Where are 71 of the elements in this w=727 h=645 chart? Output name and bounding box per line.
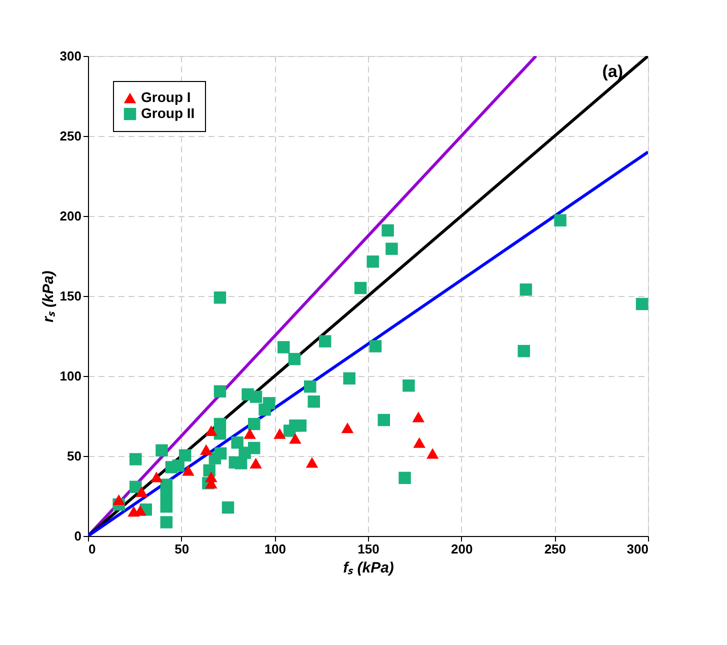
point	[636, 298, 648, 310]
point	[214, 291, 226, 304]
point	[156, 444, 168, 457]
point	[274, 428, 286, 439]
point	[378, 414, 390, 426]
point	[214, 427, 226, 440]
point	[402, 379, 415, 392]
y-axis-title: rₛ (kPa)	[40, 270, 57, 322]
point	[160, 516, 173, 528]
y-tick-label: 150	[60, 288, 82, 304]
point	[248, 442, 260, 454]
point	[178, 449, 192, 462]
x-tick-label: 250	[544, 542, 566, 556]
x-tick-label: 50	[174, 542, 190, 556]
point	[554, 214, 566, 226]
point	[248, 418, 260, 430]
y-tick-label: 0	[74, 528, 82, 544]
point	[160, 488, 173, 501]
point	[308, 395, 320, 408]
y-tick-label: 200	[60, 208, 82, 224]
point	[288, 352, 301, 366]
x-tick-label: 100	[264, 542, 286, 556]
point	[203, 464, 216, 477]
point	[520, 283, 532, 296]
y-tick-label: 300	[60, 48, 82, 64]
point	[129, 453, 142, 466]
point	[306, 457, 318, 468]
point	[398, 472, 411, 484]
point	[426, 448, 439, 459]
point	[231, 436, 244, 449]
point	[135, 486, 148, 497]
x-tick-label: 200	[450, 542, 473, 556]
point	[304, 380, 316, 393]
x-tick-label: 300	[626, 542, 648, 556]
point	[413, 437, 426, 448]
point	[182, 465, 194, 476]
point	[412, 412, 425, 422]
point	[386, 242, 398, 255]
point	[200, 444, 212, 455]
y-tick-label: 100	[60, 368, 82, 384]
point	[150, 472, 163, 482]
annotation: (a)	[602, 62, 623, 81]
point	[205, 425, 218, 436]
point	[172, 459, 184, 472]
x-axis-title: fₛ (kPa)	[343, 560, 394, 576]
point	[112, 494, 125, 505]
point	[250, 458, 262, 469]
x-tick-label: 0	[88, 542, 96, 556]
point	[258, 403, 271, 416]
point	[294, 419, 307, 432]
point	[366, 255, 379, 268]
point	[289, 433, 302, 444]
legend-label: Group II	[141, 105, 195, 121]
legend-label: Group I	[141, 89, 191, 105]
point	[222, 501, 234, 514]
point	[278, 341, 290, 354]
point	[382, 224, 394, 237]
point	[214, 385, 226, 398]
point	[343, 372, 356, 385]
point	[250, 390, 262, 403]
x-tick-label: 150	[358, 542, 380, 556]
point	[369, 340, 382, 352]
point	[244, 428, 256, 439]
point	[354, 282, 367, 294]
y-tick-label: 250	[60, 128, 82, 144]
point	[518, 344, 530, 358]
point	[160, 500, 173, 513]
point	[341, 422, 354, 434]
point	[214, 447, 227, 460]
y-tick-label: 50	[67, 448, 82, 464]
point	[318, 335, 332, 348]
